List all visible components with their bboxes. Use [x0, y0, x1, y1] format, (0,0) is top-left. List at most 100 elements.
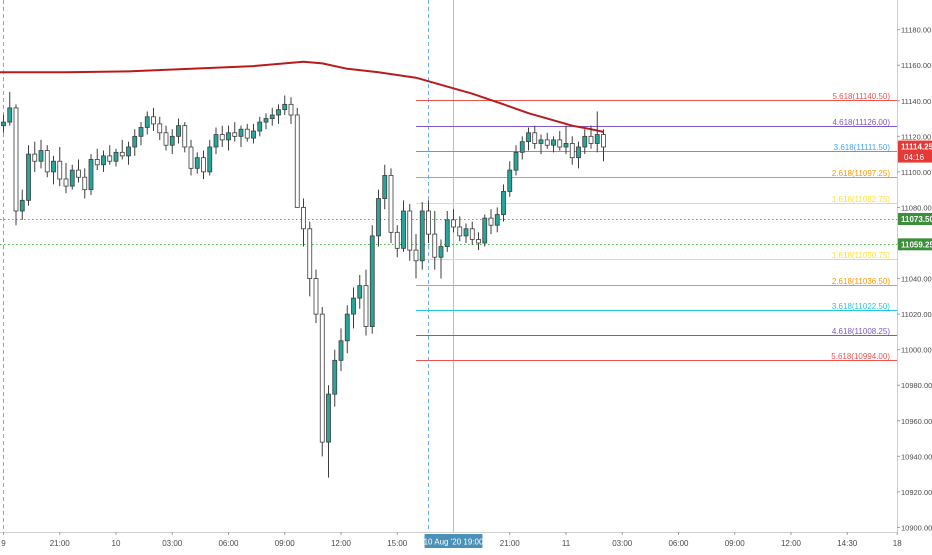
- candle: [257, 116, 263, 137]
- time-tick-label: 03:00: [612, 539, 633, 548]
- candle-body-bearish: [219, 134, 225, 141]
- candle: [244, 123, 250, 142]
- time-tick-label: 18: [893, 539, 902, 548]
- candle-body-bullish: [69, 169, 75, 187]
- candle-body-bearish: [601, 134, 606, 148]
- candle: [7, 91, 13, 126]
- candle-body-bullish: [482, 217, 488, 244]
- candle-body-bearish: [151, 116, 156, 125]
- candle-body-bearish: [288, 103, 294, 116]
- candle-body-bullish: [376, 198, 381, 237]
- candle-body-bearish: [82, 176, 88, 191]
- candle-body-bullish: [526, 132, 531, 143]
- candle-body-bullish: [444, 219, 450, 247]
- price-tick-label: 10920.00: [901, 488, 932, 497]
- candle-body-bearish: [32, 153, 38, 162]
- candle: [501, 184, 506, 222]
- candle: [551, 136, 556, 153]
- candle-body-bullish: [538, 139, 544, 144]
- candle-body-bearish: [13, 107, 19, 212]
- moving-average-line: [0, 60, 604, 133]
- candle-body-bullish: [582, 135, 588, 148]
- candle-body-bearish: [163, 132, 169, 146]
- candle-body-bullish: [213, 134, 219, 148]
- candle: [557, 131, 563, 151]
- candle-body-bullish: [382, 175, 388, 199]
- candle: [251, 123, 256, 144]
- candle: [357, 275, 363, 309]
- candle: [451, 209, 456, 233]
- fib-level-label: 4.618(11126.00): [832, 118, 890, 127]
- candle-body-bullish: [194, 157, 200, 169]
- time-tick-label: 03:00: [162, 539, 183, 548]
- candle: [407, 203, 413, 261]
- candle-body-bearish: [307, 228, 313, 279]
- candle-body-bullish: [132, 135, 138, 148]
- candle: [82, 168, 88, 199]
- candle-body-bullish: [519, 141, 525, 153]
- candle-body-bearish: [363, 285, 369, 327]
- time-tick-label: 21:00: [50, 539, 71, 548]
- candle: [532, 125, 538, 149]
- last-price-label: 11114.25: [901, 143, 932, 152]
- candle-body-bearish: [107, 155, 113, 162]
- candle-body-bearish: [63, 178, 69, 187]
- candle: [207, 139, 213, 176]
- candle: [276, 104, 281, 124]
- candle-body-bullish: [144, 116, 150, 128]
- time-tick-label: 21:00: [500, 539, 521, 548]
- candle: [463, 223, 469, 243]
- crosshair-time-badge: [424, 534, 483, 548]
- candle: [419, 202, 425, 270]
- fib-level-label: 3.618(11111.50): [834, 143, 891, 152]
- candle: [369, 225, 375, 334]
- candle: [188, 139, 194, 176]
- candle: [94, 148, 100, 171]
- candle: [488, 209, 494, 235]
- candle-body-bullish: [207, 146, 213, 173]
- candle-body-bullish: [494, 214, 500, 226]
- price-tick-label: 10900.00: [901, 523, 932, 532]
- time-tick-label: 06:00: [668, 539, 689, 548]
- candle: [588, 125, 594, 149]
- candle-body-bullish: [419, 210, 425, 262]
- time-tick-label: 14:30: [837, 539, 858, 548]
- candle: [176, 118, 181, 144]
- price-tick-label: 11020.00: [901, 310, 932, 319]
- candle: [363, 269, 369, 336]
- fib-level-label: 5.618(11140.50): [832, 92, 890, 101]
- candle: [401, 200, 406, 252]
- candle-body-bearish: [413, 249, 419, 262]
- candle: [151, 107, 156, 131]
- candle: [326, 385, 331, 478]
- price-tick-label: 10940.00: [901, 452, 932, 461]
- price-tick-label: 11160.00: [901, 61, 931, 70]
- candle: [338, 328, 344, 371]
- candle-body-bearish: [301, 207, 306, 230]
- price-tick-label: 11100.00: [901, 168, 931, 177]
- time-tick-label: 9: [1, 539, 6, 548]
- candle-body-bullish: [226, 132, 231, 141]
- candle-body-bullish: [257, 121, 263, 132]
- candle: [344, 305, 350, 354]
- candle: [351, 287, 356, 329]
- candle-body-bullish: [332, 359, 338, 395]
- candle: [19, 189, 25, 220]
- candle: [113, 148, 119, 167]
- candle: [38, 139, 44, 169]
- candle: [101, 150, 106, 172]
- candle-body-bullish: [126, 146, 131, 157]
- candle-body-bullish: [51, 160, 56, 173]
- candle-body-bearish: [394, 231, 400, 249]
- candle: [388, 168, 394, 243]
- candle-body-bullish: [176, 125, 181, 137]
- candle-body-bearish: [557, 139, 563, 148]
- fib-level-label: 4.618(11008.25): [832, 327, 890, 336]
- candle-body-bullish: [563, 143, 569, 148]
- candle: [301, 198, 306, 247]
- candle: [226, 125, 231, 151]
- fib-level-label: 5.618(10994.00): [831, 352, 890, 361]
- candle: [201, 150, 206, 179]
